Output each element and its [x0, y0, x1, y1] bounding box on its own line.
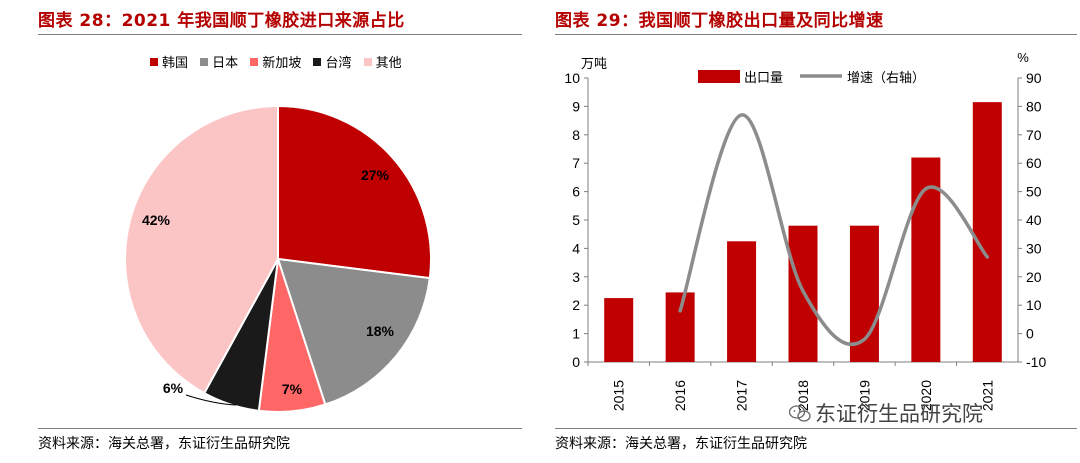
- data-label-taiwan: 6%: [163, 380, 184, 396]
- bar-2020: [911, 157, 941, 362]
- legend-label: 新加坡: [262, 56, 302, 71]
- pie-legend: 韩国 日本 新加坡 台湾 其他: [150, 52, 410, 71]
- y-tick-label-right: 40: [1026, 212, 1042, 228]
- legend-swatch: [250, 58, 259, 66]
- data-label-korea: 27%: [361, 167, 390, 183]
- legend-label: 日本: [212, 56, 239, 71]
- y-tick-label-left: 6: [572, 184, 580, 200]
- y-tick-label-left: 2: [572, 297, 580, 313]
- legend-item-other: 其他: [363, 52, 402, 71]
- leader-line: [185, 394, 237, 406]
- bar-line-chart-panel: 图表 29：我国顺丁橡胶出口量及同比增速 0 1 2 3 4 5 6 7 8 9 10 -10 0 10 2…: [548, 0, 1080, 463]
- bar-2016: [665, 292, 695, 362]
- y-tick-label-right: 0: [1026, 326, 1034, 342]
- y-tick-label-left: 9: [572, 98, 580, 114]
- data-label-japan: 18%: [366, 323, 395, 339]
- y-axis-title-left: 万吨: [581, 56, 607, 71]
- chart-title: 图表 29：我国顺丁橡胶出口量及同比增速: [555, 11, 884, 31]
- y-tick-label-right: -10: [1026, 354, 1046, 370]
- growth-line: [678, 113, 990, 347]
- legend-swatch: [200, 58, 209, 66]
- x-tick-label: 2019: [856, 380, 872, 411]
- y-tick-label-left: 5: [572, 212, 580, 228]
- chart-title: 图表 28：2021 年我国顺丁橡胶进口来源占比: [38, 11, 405, 31]
- legend-item-japan: 日本: [200, 52, 238, 71]
- title-divider: [555, 34, 1077, 35]
- y-tick-label-right: 50: [1026, 184, 1042, 200]
- y-tick-label-right: 60: [1026, 155, 1042, 171]
- bar-2015: [604, 298, 634, 362]
- source-note: 资料来源：海关总署，东证衍生品研究院: [555, 436, 807, 452]
- watermark: 东证衍生品研究院: [789, 398, 983, 428]
- bar-2019: [849, 225, 879, 362]
- pie-slice-japan: [276, 257, 431, 406]
- x-tick-label: 2018: [795, 380, 811, 411]
- legend-swatch: [363, 58, 372, 66]
- y-tick-label-left: 10: [564, 70, 580, 86]
- legend-item-singapore: 新加坡: [250, 52, 301, 71]
- y-tick-label-right: 70: [1026, 127, 1042, 143]
- y-tick-label-left: 0: [572, 354, 580, 370]
- y-tick-label-right: 90: [1026, 70, 1042, 86]
- wechat-icon: [789, 405, 811, 422]
- y-tick-label-left: 8: [572, 127, 580, 143]
- x-tick-label: 2017: [734, 380, 750, 411]
- y-tick-label-left: 7: [572, 155, 580, 171]
- x-tick-label: 2021: [979, 380, 995, 411]
- source-divider: [555, 428, 1077, 429]
- title-divider: [38, 34, 522, 35]
- y-tick-label-left: 3: [572, 269, 580, 285]
- x-tick-label: 2015: [611, 380, 627, 411]
- legend-label: 其他: [375, 56, 402, 71]
- legend-item-korea: 韩国: [150, 52, 188, 71]
- bar-2021: [972, 102, 1002, 362]
- y-tick-label-right: 30: [1026, 240, 1042, 256]
- pie-chart: 27% 18% 7% 6% 42%: [124, 104, 432, 413]
- legend-label: 韩国: [162, 56, 189, 71]
- bar-2017: [727, 241, 757, 362]
- legend-swatch: [313, 58, 322, 66]
- legend-label-line: 增速（右轴）: [847, 70, 925, 85]
- y-tick-label-left: 1: [572, 326, 580, 342]
- y-tick-label-right: 80: [1026, 98, 1042, 114]
- pie-slice-other: [124, 104, 279, 395]
- data-label-singapore: 7%: [282, 381, 303, 397]
- bar-line-chart: 0 1 2 3 4 5 6 7 8 9 10 -10 0 10 20 30 40 50 60 70 80 90 万吨 % 201…: [564, 50, 1046, 411]
- legend-label: 台湾: [325, 56, 352, 71]
- y-tick-label-right: 10: [1026, 297, 1042, 313]
- pie-chart-panel: 图表 28：2021 年我国顺丁橡胶进口来源占比 韩国 日本 新加坡 台湾 其他…: [0, 0, 525, 463]
- legend-label-bar: 出口量: [744, 70, 783, 85]
- y-axis-title-right: %: [1017, 50, 1029, 65]
- legend-item-taiwan: 台湾: [313, 52, 351, 71]
- y-tick-label-right: 20: [1026, 269, 1042, 285]
- x-tick-label: 2020: [918, 380, 934, 411]
- source-divider: [38, 428, 522, 429]
- y-tick-label-left: 4: [572, 240, 580, 256]
- source-note: 资料来源：海关总署，东证衍生品研究院: [38, 436, 290, 452]
- pie-slice-korea: [277, 104, 432, 280]
- x-tick-label: 2016: [672, 380, 688, 411]
- watermark-text: 东证衍生品研究院: [815, 402, 983, 426]
- legend-swatch-bar: [698, 70, 740, 83]
- legend-swatch: [150, 58, 158, 66]
- data-label-other: 42%: [142, 212, 171, 228]
